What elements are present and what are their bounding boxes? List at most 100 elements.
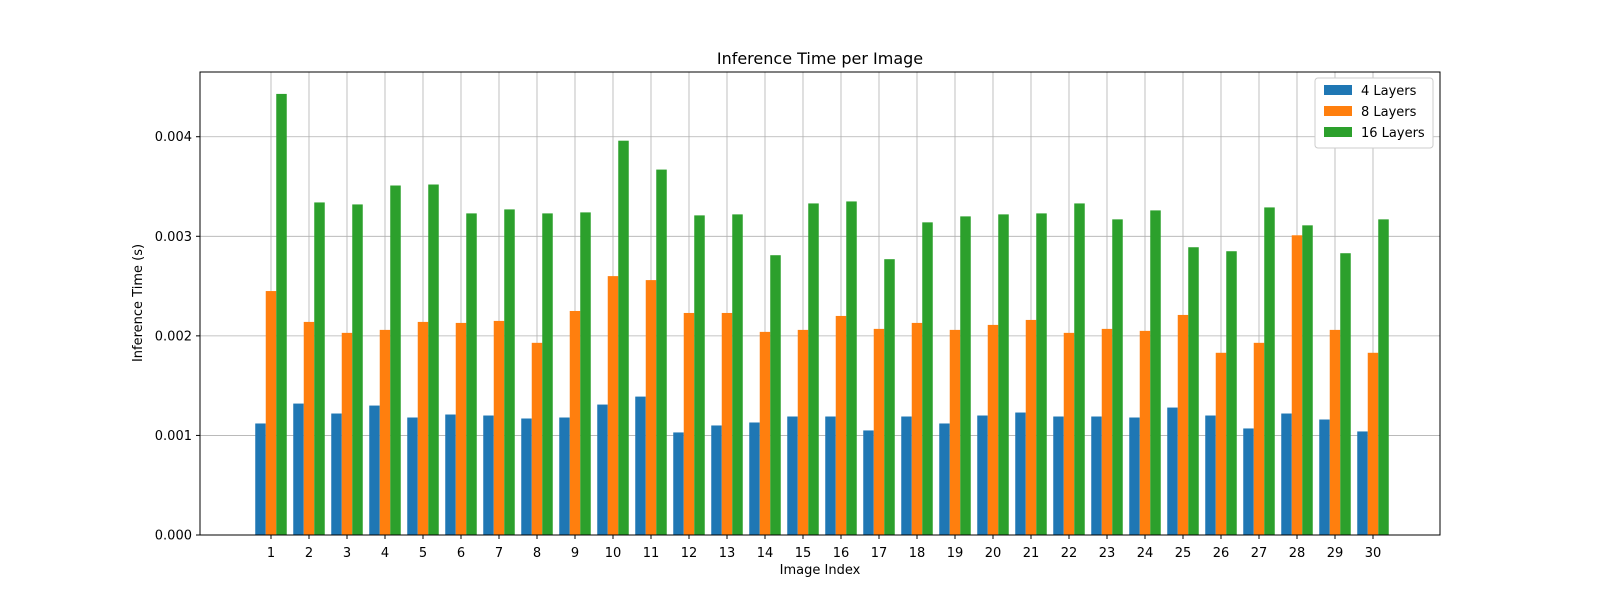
x-tick-label: 18 [909,546,926,561]
x-tick-label: 25 [1175,546,1192,561]
bar-4-layers-5 [407,417,418,535]
bar-8-layers-14 [759,331,771,535]
bar-4-layers-13 [711,425,722,535]
bar-16-layers-9 [580,212,591,535]
plot-frame [199,71,1441,536]
bar-4-layers-26 [1205,415,1216,535]
x-tick-label: 24 [1137,546,1154,561]
x-tick-label: 20 [985,546,1002,561]
bar-4-layers-2 [293,403,304,535]
bar-16-layers-26 [1226,251,1237,536]
bar-16-layers-27 [1264,207,1275,536]
x-axis-ticks: 1 2 3 4 5 6 7 8 9 10 11 12 13 14 15 16 17 18 19 20 21 22 23 24 2… [267,535,1381,561]
bar-16-layers-19 [960,216,971,535]
bar-16-layers-10 [618,140,629,535]
bar-16-layers-30 [1378,219,1389,536]
bar-16-layers-14 [770,255,781,535]
x-tick-label: 12 [681,546,698,561]
bar-8-layers-11 [645,280,657,535]
y-tick-label: 0.000 [155,529,192,544]
bar-16-layers-5 [428,184,439,535]
x-tick-label: 2 [305,546,313,561]
bar-4-layers-12 [673,432,684,535]
bar-16-layers-8 [542,213,553,535]
bar-4-layers-22 [1053,416,1064,535]
x-tick-label: 3 [343,546,351,561]
legend-label: 16 Layers [1361,126,1425,141]
x-tick-label: 27 [1251,546,1268,561]
y-tick-label: 0.001 [155,429,192,444]
bar-8-layers-26 [1215,352,1227,535]
bar-8-layers-25 [1177,314,1189,535]
bar-4-layers-4 [369,405,380,535]
legend-swatch [1324,85,1352,95]
bar-16-layers-22 [1074,203,1085,535]
bar-8-layers-18 [911,322,923,535]
x-tick-label: 8 [533,546,541,561]
bar-8-layers-21 [1025,319,1037,535]
bar-16-layers-11 [656,169,667,535]
y-axis-label: Inference Time (s) [131,244,146,362]
y-tick-label: 0.003 [155,230,192,245]
bar-8-layers-15 [797,329,809,535]
bar-4-layers-7 [483,415,494,535]
bar-4-layers-6 [445,414,456,535]
x-tick-label: 19 [947,546,964,561]
bar-16-layers-12 [694,215,705,535]
x-tick-label: 29 [1327,546,1344,561]
x-tick-label: 15 [795,546,812,561]
bar-4-layers-16 [825,416,836,535]
bar-4-layers-21 [1015,412,1026,535]
bar-16-layers-13 [732,214,743,535]
bar-16-layers-18 [922,222,933,535]
x-axis-label: Image Index [780,563,861,578]
bar-4-layers-14 [749,422,760,535]
x-tick-label: 6 [457,546,465,561]
bar-4-layers-15 [787,416,798,535]
bar-8-layers-9 [569,310,581,535]
bar-16-layers-24 [1150,210,1161,535]
bar-16-layers-3 [352,204,363,535]
y-tick-label: 0.002 [155,329,192,344]
bar-8-layers-3 [341,332,353,535]
bar-8-layers-1 [265,291,277,535]
bars [255,93,1389,536]
bar-16-layers-7 [504,209,515,535]
bar-4-layers-23 [1091,416,1102,535]
bar-16-layers-20 [998,214,1009,535]
bar-8-layers-4 [379,329,391,535]
bar-8-layers-22 [1063,332,1075,535]
bar-16-layers-17 [884,259,895,535]
bar-16-layers-1 [276,93,287,535]
bar-16-layers-23 [1112,219,1123,536]
x-tick-label: 7 [495,546,503,561]
x-tick-label: 30 [1365,546,1382,561]
bar-8-layers-30 [1367,352,1379,535]
x-tick-label: 17 [871,546,888,561]
bar-16-layers-16 [846,201,857,535]
bar-8-layers-13 [721,312,733,535]
bar-4-layers-3 [331,413,342,535]
bar-8-layers-29 [1329,329,1341,535]
bar-4-layers-24 [1129,417,1140,535]
x-tick-label: 1 [267,546,275,561]
bar-8-layers-12 [683,312,695,535]
bar-8-layers-7 [493,320,505,535]
bar-4-layers-18 [901,416,912,535]
bar-4-layers-30 [1357,431,1368,535]
bar-4-layers-19 [939,423,950,535]
bar-4-layers-25 [1167,407,1178,535]
bar-4-layers-1 [255,423,266,535]
x-tick-label: 5 [419,546,427,561]
x-tick-label: 23 [1099,546,1116,561]
bar-16-layers-2 [314,202,325,535]
bar-8-layers-27 [1253,342,1265,535]
y-tick-label: 0.004 [155,130,192,145]
y-axis-ticks: 0.000 0.001 0.002 0.003 0.004 [155,130,200,544]
x-tick-label: 13 [719,546,736,561]
bar-8-layers-23 [1101,328,1113,535]
x-tick-label: 11 [643,546,660,561]
bar-8-layers-8 [531,342,543,535]
x-tick-label: 21 [1023,546,1040,561]
